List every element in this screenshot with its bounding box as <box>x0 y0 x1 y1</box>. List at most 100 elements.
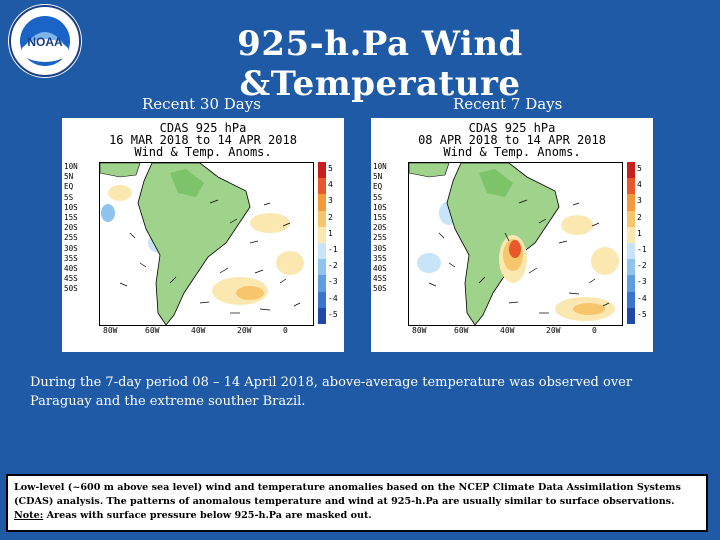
latitude-label: 15S <box>64 213 78 223</box>
colorbar-labels: 5 4 3 2 1 -1 -2 -3 -4 -5 <box>328 162 344 324</box>
panel-header-dates: 08 APR 2018 to 14 APR 2018 <box>418 133 606 147</box>
panel-header-subtitle: Wind & Temp. Anoms. <box>443 145 581 159</box>
page-title: 925-h.Pa Wind &Temperature <box>237 24 523 104</box>
colorbar-swatch <box>627 259 635 276</box>
latitude-label: 50S <box>64 284 78 294</box>
colorbar-swatch <box>318 226 326 243</box>
colorbar-label: 3 <box>328 196 333 206</box>
colorbar-label: 1 <box>328 228 333 238</box>
colorbar-label: 2 <box>637 212 642 222</box>
noaa-logo: NOAA <box>8 4 82 78</box>
panel-subtitle-30-days: Recent 30 Days <box>142 95 261 113</box>
colorbar-label: -4 <box>637 293 647 303</box>
colorbar-label: -1 <box>637 245 647 254</box>
colorbar-swatch <box>627 307 635 324</box>
noaa-emblem-icon: NOAA <box>9 5 81 77</box>
colorbar-swatch <box>318 210 326 227</box>
latitude-label: 10N <box>373 162 387 171</box>
colorbar-label: 2 <box>328 212 333 222</box>
colorbar-label: -4 <box>328 293 338 303</box>
colorbar-swatch <box>627 242 635 260</box>
latitude-label: 35S <box>64 253 78 263</box>
note-text: Areas with surface pressure below 925-h.… <box>43 510 372 521</box>
colorbar-label: -2 <box>637 261 647 271</box>
colorbar-label: -3 <box>637 277 647 287</box>
panel-header-title: CDAS 925 hPa <box>468 121 556 135</box>
colorbar-swatch <box>627 162 635 179</box>
latitude-label: 50S <box>373 284 387 294</box>
colorbar <box>627 162 635 324</box>
latitude-label: 20S <box>373 223 387 233</box>
latitude-label: 5N <box>64 172 74 182</box>
latitude-label: 5S <box>64 192 74 202</box>
longitude-label: 0 <box>283 326 288 335</box>
colorbar-swatch <box>318 291 326 308</box>
latitude-labels: 10N 5N EQ 5S 10S 15S 20S 25S 30S 35S 40S 45S 50S <box>373 162 387 295</box>
colorbar-label: -5 <box>328 309 338 319</box>
latitude-label: 35S <box>373 253 387 263</box>
latitude-label: 30S <box>373 243 387 253</box>
colorbar-label: -1 <box>328 245 338 254</box>
longitude-label: 40W <box>191 326 206 335</box>
colorbar-label: 5 <box>637 164 642 173</box>
anomaly-map <box>99 162 314 326</box>
panel-header-dates: 16 MAR 2018 to 14 APR 2018 <box>109 133 297 147</box>
longitude-label: 20W <box>237 326 252 335</box>
colorbar-swatch <box>318 194 326 211</box>
colorbar-swatch <box>627 275 635 292</box>
colorbar-swatch <box>318 259 326 276</box>
longitude-label: 40W <box>500 326 515 335</box>
note-box: Low-level (~600 m above sea level) wind … <box>6 474 708 532</box>
latitude-label: EQ <box>373 182 383 192</box>
latitude-label: 5S <box>373 192 383 202</box>
colorbar-swatch <box>318 307 326 324</box>
latitude-label: 5N <box>373 172 383 182</box>
note-line-2: (CDAS) analysis. The patterns of anomalo… <box>14 496 675 507</box>
colorbar-labels: 5 4 3 2 1 -1 -2 -3 -4 -5 <box>637 162 653 324</box>
longitude-label: 60W <box>454 326 469 335</box>
colorbar-swatch <box>318 178 326 195</box>
longitude-label: 60W <box>145 326 160 335</box>
colorbar-swatch <box>627 291 635 308</box>
latitude-labels: 10N 5N EQ 5S 10S 15S 20S 25S 30S 35S 40S 45S 50S <box>64 162 78 295</box>
longitude-labels: 80W 60W 40W 20W 0 <box>408 326 623 336</box>
map-graphic <box>409 163 622 325</box>
panel-subtitle-7-days: Recent 7 Days <box>453 95 563 113</box>
longitude-label: 0 <box>592 326 597 335</box>
latitude-label: EQ <box>64 182 74 192</box>
latitude-label: 10S <box>64 202 78 212</box>
colorbar-label: 3 <box>637 196 642 206</box>
latitude-label: 20S <box>64 223 78 233</box>
latitude-label: 45S <box>64 274 78 284</box>
colorbar <box>318 162 326 324</box>
panel-header-subtitle: Wind & Temp. Anoms. <box>134 145 272 159</box>
anomaly-map <box>408 162 623 326</box>
map-panel-30-days: CDAS 925 hPa 16 MAR 2018 to 14 APR 2018 … <box>62 118 344 352</box>
logo-text: NOAA <box>27 35 63 49</box>
colorbar-swatch <box>627 226 635 243</box>
description-text: During the 7-day period 08 – 14 April 20… <box>30 375 633 409</box>
longitude-label: 20W <box>546 326 561 335</box>
colorbar-label: 5 <box>328 164 333 173</box>
colorbar-swatch <box>627 194 635 211</box>
colorbar-label: -3 <box>328 277 338 287</box>
longitude-labels: 80W 60W 40W 20W 0 <box>99 326 314 336</box>
colorbar-label: -5 <box>637 309 647 319</box>
colorbar-swatch <box>627 178 635 195</box>
colorbar-swatch <box>627 210 635 227</box>
latitude-label: 10S <box>373 202 387 212</box>
colorbar-label: -2 <box>328 261 338 271</box>
latitude-label: 40S <box>64 264 78 274</box>
latitude-label: 30S <box>64 243 78 253</box>
longitude-label: 80W <box>412 326 427 335</box>
note-label: Note: <box>14 510 44 521</box>
latitude-label: 25S <box>373 233 387 243</box>
latitude-label: 10N <box>64 162 78 171</box>
note-line-3: Note: Areas with surface pressure below … <box>14 509 700 523</box>
map-graphic <box>100 163 313 325</box>
latitude-label: 40S <box>373 264 387 274</box>
colorbar-label: 4 <box>637 180 642 190</box>
longitude-label: 80W <box>103 326 118 335</box>
latitude-label: 25S <box>64 233 78 243</box>
latitude-label: 45S <box>373 274 387 284</box>
